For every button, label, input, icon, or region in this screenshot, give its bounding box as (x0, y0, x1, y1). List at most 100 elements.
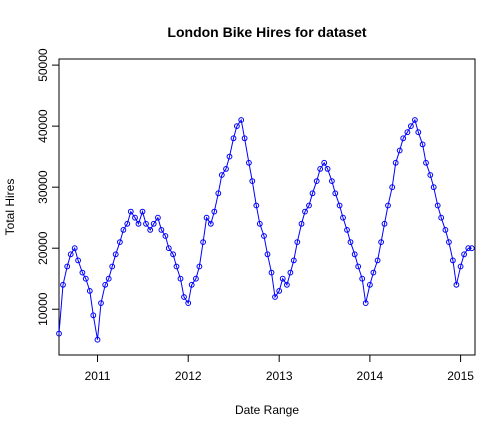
data-point (241, 135, 248, 142)
data-point (211, 208, 218, 215)
data-point (79, 269, 86, 276)
data-point (261, 233, 267, 239)
data-point (196, 263, 203, 270)
data-point (207, 220, 214, 227)
data-point (287, 269, 294, 276)
data-point (427, 172, 434, 178)
data-point (465, 245, 472, 252)
x-tick-label: 2012 (175, 369, 202, 383)
data-point (230, 135, 237, 142)
data-point (94, 336, 101, 343)
data-point (109, 263, 116, 270)
data-point (381, 220, 388, 227)
y-tick-label: 40000 (36, 109, 50, 143)
data-point (359, 275, 366, 282)
data-point (56, 330, 62, 337)
data-point (309, 190, 316, 197)
data-point (203, 214, 210, 221)
data-point (71, 245, 78, 252)
data-point (404, 129, 411, 136)
data-point (336, 202, 343, 209)
data-point (396, 147, 403, 154)
data-point (60, 281, 66, 288)
data-point (298, 220, 305, 227)
data-point (378, 239, 385, 246)
data-point (321, 159, 328, 166)
data-point (294, 239, 301, 246)
data-point (434, 202, 441, 209)
data-point (253, 202, 260, 209)
data-point (461, 251, 468, 258)
data-point (317, 166, 324, 172)
data-point (344, 227, 350, 233)
y-axis-label: Total Hires (3, 179, 17, 236)
data-point (279, 275, 286, 282)
data-point (181, 294, 187, 300)
data-point (264, 251, 271, 258)
x-tick-label: 2011 (85, 369, 111, 383)
data-point (284, 281, 290, 288)
data-point (82, 275, 89, 282)
data-point (362, 300, 369, 307)
data-point (457, 263, 464, 270)
data-point (423, 159, 429, 166)
data-point (347, 239, 354, 246)
data-point (102, 281, 109, 288)
data-point (389, 184, 396, 191)
x-axis: 2011 2012 2013 2014 2015 (85, 354, 474, 383)
data-point (446, 239, 452, 246)
x-tick-label: 2015 (447, 369, 474, 383)
y-tick-label: 30000 (36, 170, 50, 204)
data-point (385, 202, 391, 209)
data-point (124, 220, 131, 227)
data-point (268, 269, 275, 276)
data-point (324, 166, 331, 172)
data-point (238, 117, 245, 123)
data-point (256, 220, 263, 227)
data-point (127, 208, 134, 215)
data-point (112, 251, 119, 258)
data-point (193, 275, 199, 282)
data-point (412, 117, 418, 123)
data-point (332, 190, 339, 197)
data-point (234, 123, 240, 129)
data-point (218, 172, 225, 178)
data-point (162, 233, 169, 239)
data-point (170, 251, 177, 258)
data-point (246, 159, 252, 166)
y-tick-label: 20000 (36, 231, 50, 265)
data-point (185, 300, 192, 307)
data-point (430, 184, 437, 191)
data-point (90, 312, 97, 319)
data-point (453, 281, 460, 288)
series-layer (56, 117, 475, 343)
x-tick-label: 2014 (357, 369, 384, 383)
data-point (215, 190, 222, 197)
data-point (143, 220, 149, 227)
data-point (340, 214, 346, 221)
data-point (135, 220, 142, 227)
data-point (442, 227, 449, 233)
data-point (86, 288, 93, 294)
data-point (367, 281, 373, 288)
data-point (155, 214, 161, 221)
data-point (249, 178, 256, 185)
data-point (438, 214, 445, 221)
data-point (173, 263, 180, 270)
data-point (64, 263, 71, 270)
data-point (468, 245, 475, 252)
data-point (392, 159, 399, 166)
data-point (450, 257, 456, 264)
y-tick-label: 50000 (36, 48, 50, 82)
data-point (355, 263, 362, 270)
data-point (290, 257, 297, 264)
data-point (177, 275, 184, 282)
data-point (419, 141, 426, 148)
y-tick-label: 10000 (36, 292, 50, 326)
data-point (120, 227, 127, 233)
data-point (158, 227, 165, 233)
data-point (272, 294, 278, 300)
data-point (370, 269, 377, 276)
data-point (408, 123, 414, 129)
